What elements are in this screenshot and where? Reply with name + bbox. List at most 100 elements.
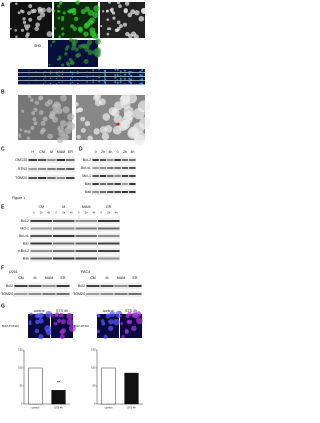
micrograph-strip-texture (116, 74, 119, 77)
band (129, 183, 136, 185)
micrograph-texture (22, 20, 27, 25)
micrograph-strip-texture (103, 72, 106, 75)
micrograph-texture (131, 31, 137, 37)
micrograph-texture (37, 6, 43, 12)
band (98, 235, 120, 237)
micrograph-texture (75, 53, 80, 58)
micrograph-texture (72, 41, 77, 47)
band (75, 250, 97, 252)
blot-background (30, 255, 120, 262)
lane-label: 0 (117, 150, 119, 154)
band (121, 191, 129, 193)
band (107, 175, 114, 177)
micrograph-texture (71, 8, 76, 13)
micrograph-texture (75, 0, 80, 5)
band (92, 175, 99, 177)
micrograph-strip-texture (116, 79, 119, 82)
micrograph-texture (69, 60, 74, 65)
micrograph-texture (84, 46, 90, 52)
micrograph-strip-texture (61, 76, 64, 79)
micrograph-strip-texture (28, 82, 30, 84)
band (30, 242, 52, 245)
image-title: Bcl2-TOM20 (2, 324, 19, 328)
em-image-texture (31, 111, 36, 116)
micrograph-strip-texture (44, 77, 46, 79)
band (129, 191, 136, 193)
band (75, 257, 97, 260)
micrograph-texture (72, 26, 77, 31)
micrograph-texture (61, 18, 65, 22)
micrograph-strip-texture (114, 81, 117, 84)
micrograph-strip-texture (61, 70, 64, 73)
em-image-texture (57, 125, 64, 133)
band (128, 285, 142, 287)
group-label: M (34, 276, 37, 280)
fluorescence-image-texture (34, 313, 40, 319)
em-image-texture (64, 126, 72, 134)
fluorescence-image-texture (53, 322, 58, 326)
group-label: ER (106, 205, 111, 209)
lane-label: 2h (85, 211, 88, 215)
lane-label: 2h (123, 150, 127, 154)
group-label: CM (90, 276, 96, 280)
band (114, 167, 121, 169)
band (92, 159, 99, 161)
fluorescence-image-texture (28, 320, 32, 324)
band (129, 175, 136, 177)
blot-background (92, 156, 136, 164)
group-label: M (106, 276, 109, 280)
lane-label: ER (68, 150, 73, 154)
micrograph-texture (61, 15, 65, 19)
fluorescence-image (51, 314, 73, 338)
em-image-texture (30, 126, 35, 130)
micrograph-strip-texture (128, 72, 131, 75)
band (98, 220, 120, 222)
panel-label: E (1, 204, 5, 210)
band (56, 293, 70, 295)
micrograph-texture (134, 10, 140, 16)
y-tick-label: 0 (94, 402, 96, 406)
em-image-texture (27, 130, 31, 134)
micrograph-texture (26, 24, 31, 28)
micrograph-strip-texture (92, 69, 95, 72)
em-image-texture (32, 117, 37, 122)
micrograph-strip-texture (104, 81, 107, 84)
micrograph-strip-texture (140, 78, 144, 81)
blot-background (14, 290, 70, 298)
em-image-texture (54, 102, 62, 109)
em-image-texture (19, 128, 23, 132)
fluorescence-image-texture (45, 310, 53, 318)
micrograph-strip-texture (69, 82, 72, 84)
lane-label: 4h (108, 150, 112, 154)
micrograph-strip-texture (76, 72, 79, 74)
em-image-texture (33, 121, 38, 126)
fluorescence-image-texture (100, 319, 105, 323)
group-label: MAM (117, 276, 125, 280)
group-label: ER (61, 276, 66, 280)
band (129, 167, 136, 169)
y-tick-label: 50 (20, 384, 23, 388)
micrograph-texture (60, 27, 65, 31)
micrograph-strip-texture (44, 74, 46, 77)
blot-background (30, 225, 120, 232)
band (99, 167, 107, 169)
micrograph-texture (34, 26, 40, 32)
micrograph-texture (106, 18, 110, 22)
band (98, 242, 120, 245)
micrograph-strip-texture (49, 73, 52, 75)
significance: ** (57, 380, 60, 384)
micrograph-strip-texture (114, 76, 117, 79)
condition-label: STS 4h (56, 309, 68, 313)
micrograph-texture (119, 24, 123, 28)
micrograph-strip-texture (86, 81, 88, 83)
micrograph-strip-texture (123, 73, 127, 76)
group-label: MAM (82, 205, 90, 209)
band (114, 293, 128, 295)
micrograph-texture (80, 9, 86, 15)
micrograph-texture (84, 6, 90, 12)
micrograph-strip (18, 69, 145, 73)
y-tick-label: 100 (91, 366, 96, 370)
micrograph-strip-texture (123, 77, 127, 80)
band (129, 159, 136, 161)
